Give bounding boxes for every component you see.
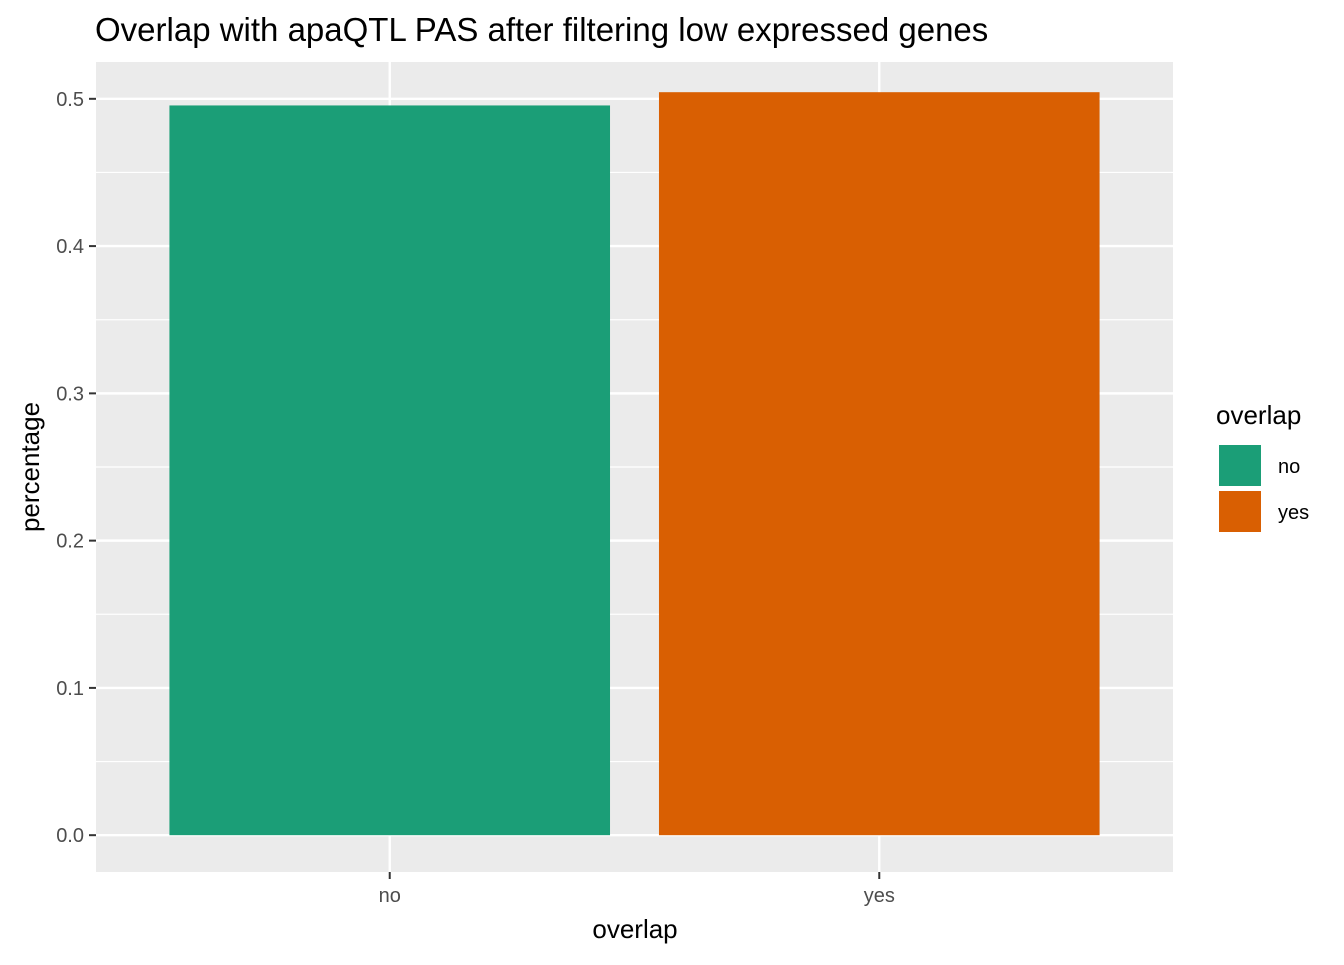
legend-label-yes: yes [1278,502,1309,524]
legend-label-no: no [1278,456,1300,478]
x-tick-label: yes [864,885,895,907]
legend-key-yes [1219,491,1261,532]
legend-title: overlap [1216,400,1301,430]
chart-title: Overlap with apaQTL PAS after filtering … [95,11,988,48]
bar-yes [658,92,1100,836]
x-axis-title: overlap [592,914,677,944]
bar-no [169,105,611,836]
legend-key-no [1219,445,1261,486]
y-axis: 0.0 0.1 0.2 0.3 0.4 0.5 [56,89,96,847]
y-tick-label: 0.5 [56,89,84,111]
y-tick-label: 0.4 [56,236,84,258]
y-tick-label: 0.1 [56,678,84,700]
bars-group [169,92,1100,836]
y-tick-label: 0.2 [56,531,84,553]
legend-items: no yes [1217,443,1309,534]
y-axis-title: percentage [15,402,45,532]
x-axis: no yes [379,872,895,907]
y-tick-label: 0.3 [56,383,84,405]
legend: overlap no yes [1216,400,1309,534]
x-tick-label: no [379,885,401,907]
y-tick-label: 0.0 [56,825,84,847]
